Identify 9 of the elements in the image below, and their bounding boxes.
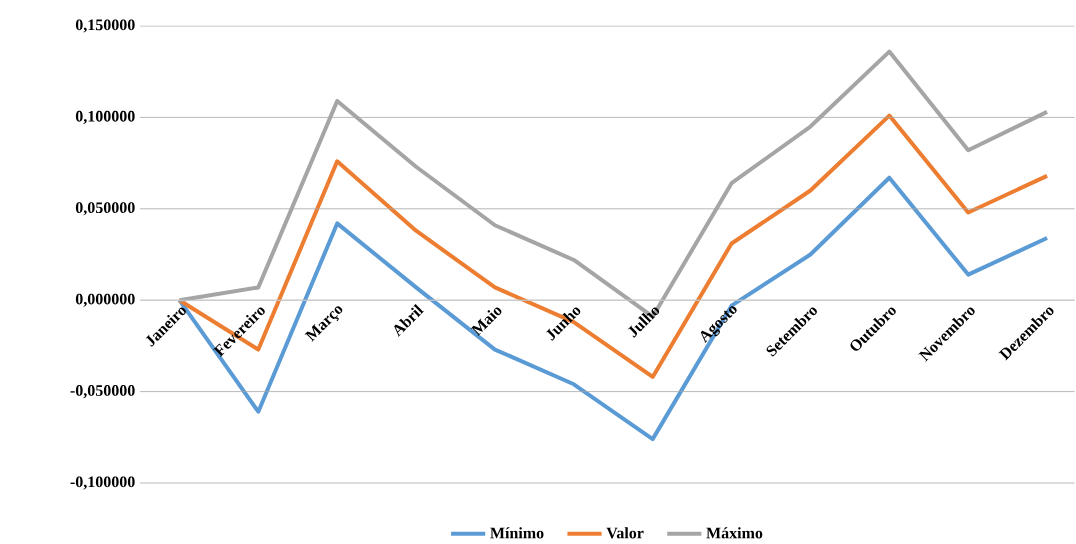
y-tick-label: 0,000000: [75, 293, 135, 307]
y-tick-label: 0,050000: [75, 202, 135, 216]
y-tick-label: 0,100000: [75, 110, 135, 124]
y-tick-label: -0,050000: [70, 385, 135, 399]
legend-label: Valor: [606, 527, 644, 539]
legend-label: Mínimo: [490, 527, 544, 539]
legend-label: Máximo: [706, 527, 763, 539]
y-tick-label: -0,100000: [70, 476, 135, 490]
y-tick-label: 0,150000: [75, 19, 135, 33]
